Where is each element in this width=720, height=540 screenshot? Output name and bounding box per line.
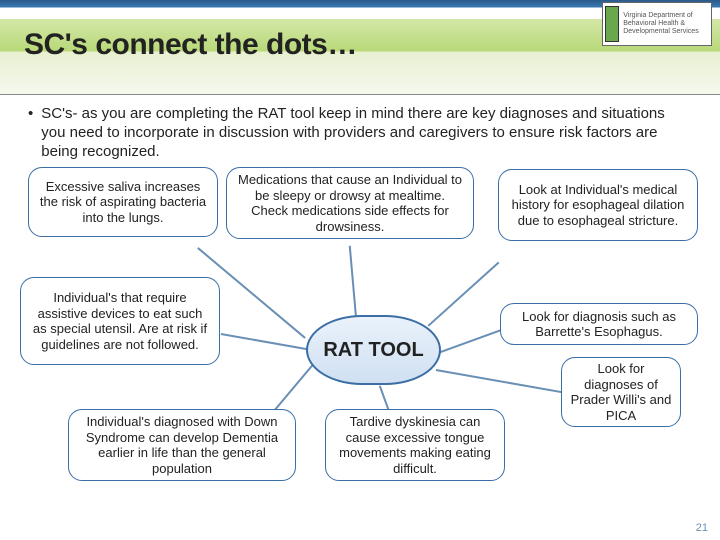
connector <box>438 328 504 353</box>
logo-text: Virginia Department of Behavioral Health… <box>623 12 709 35</box>
connector <box>436 369 564 393</box>
bullet-mark: • <box>28 105 33 161</box>
connector <box>349 246 357 321</box>
node-assistive: Individual's that require assistive devi… <box>20 277 220 365</box>
logo-icon <box>605 6 619 42</box>
connector <box>427 262 499 327</box>
slide-number: 21 <box>696 522 708 534</box>
page-title: SC's connect the dots… <box>24 28 357 62</box>
header-band: Virginia Department of Behavioral Health… <box>0 0 720 95</box>
node-barrettes: Look for diagnosis such as Barrette's Es… <box>500 303 698 345</box>
logo-box: Virginia Department of Behavioral Health… <box>602 2 712 46</box>
bullet-text: SC's- as you are completing the RAT tool… <box>41 105 692 161</box>
intro-bullet: • SC's- as you are completing the RAT to… <box>28 105 692 161</box>
center-node: RAT TOOL <box>306 315 441 385</box>
node-medications: Medications that cause an Individual to … <box>226 167 474 239</box>
node-saliva: Excessive saliva increases the risk of a… <box>28 167 218 237</box>
node-down: Individual's diagnosed with Down Syndrom… <box>68 409 296 481</box>
content: • SC's- as you are completing the RAT to… <box>0 95 720 527</box>
node-tardive: Tardive dyskinesia can cause excessive t… <box>325 409 505 481</box>
node-medical_history: Look at Individual's medical history for… <box>498 169 698 241</box>
node-prader: Look for diagnoses of Prader Willi's and… <box>561 357 681 427</box>
connector <box>221 333 310 350</box>
diagram: Excessive saliva increases the risk of a… <box>28 167 692 527</box>
